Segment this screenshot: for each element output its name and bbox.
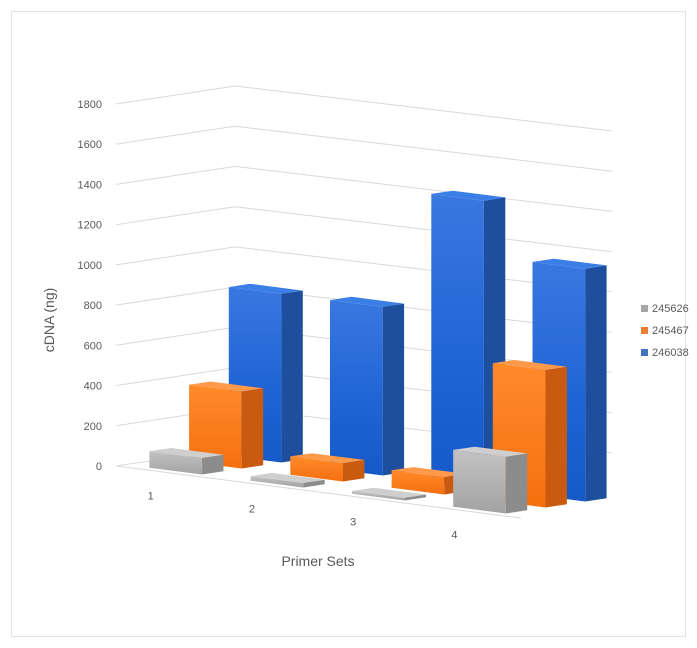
legend-label: 246038	[652, 347, 689, 359]
bar	[351, 487, 426, 501]
y-axis-title: cDNA (ng)	[41, 288, 57, 353]
bar-top	[250, 472, 325, 483]
bar-side	[545, 366, 567, 508]
bar	[290, 453, 365, 482]
y-tick-label: 800	[84, 300, 102, 312]
bar-side	[281, 290, 303, 463]
x-tick-label: 1	[148, 491, 154, 503]
y-tick-label: 0	[96, 461, 102, 473]
y-axis-ticks: 0 200 400 600 800 1000 1200 1400 1600 1800	[78, 99, 102, 473]
y-tick-label: 1000	[78, 260, 102, 272]
bar-front	[351, 491, 405, 501]
bar-top	[532, 258, 607, 269]
y-tick-label: 1400	[78, 179, 102, 191]
y-tick-label: 400	[84, 381, 102, 393]
gridline	[115, 125, 613, 172]
x-tick-label: 2	[249, 504, 255, 516]
bar-side	[303, 479, 325, 488]
legend-swatch	[641, 327, 648, 334]
bar-top	[189, 381, 264, 392]
bar-front	[453, 449, 506, 514]
bar-front	[189, 384, 242, 469]
gridline	[115, 165, 613, 212]
y-tick-label: 200	[84, 421, 102, 433]
bar-top	[330, 296, 405, 307]
gridline	[115, 206, 613, 253]
legend-label: 245467	[652, 325, 689, 337]
bar	[453, 446, 528, 514]
legend-swatch	[641, 305, 648, 312]
legend-label: 245626	[652, 303, 689, 315]
bar-side	[241, 388, 264, 469]
y-tick-label: 1600	[78, 139, 102, 151]
bar-top	[453, 446, 528, 457]
bar-top	[351, 487, 426, 498]
bar-front	[250, 476, 304, 488]
x-tick-label: 4	[451, 530, 457, 542]
bar-side	[343, 459, 365, 482]
y-tick-label: 1200	[78, 220, 102, 232]
bar-side	[404, 494, 426, 501]
bar-top	[228, 283, 303, 294]
bar	[149, 448, 224, 475]
bars	[149, 190, 607, 514]
x-axis-title: Primer Sets	[281, 553, 354, 569]
bar-top	[149, 448, 224, 458]
x-axis-ticks: 1 2 3 4	[148, 491, 458, 542]
bar-top	[290, 453, 365, 464]
bar-front	[149, 451, 203, 475]
bar-side	[382, 303, 405, 476]
bar-front	[290, 456, 343, 482]
bar-front	[431, 193, 484, 489]
bar	[250, 472, 325, 488]
bar-front	[330, 300, 383, 476]
legend-swatch	[641, 349, 648, 356]
x-tick-label: 3	[350, 517, 356, 529]
gridline	[115, 85, 613, 132]
bar-side	[505, 453, 528, 514]
bar-side	[585, 265, 607, 502]
bar-top	[431, 190, 506, 201]
bar-top	[492, 360, 567, 370]
legend: 245626 245467 246038	[641, 303, 689, 359]
y-tick-label: 1800	[78, 99, 102, 111]
bar	[330, 296, 405, 476]
y-tick-label: 600	[84, 340, 102, 352]
bar	[189, 381, 264, 469]
bar-front	[391, 470, 445, 495]
bar-top	[391, 467, 466, 478]
bar-side	[202, 454, 224, 475]
